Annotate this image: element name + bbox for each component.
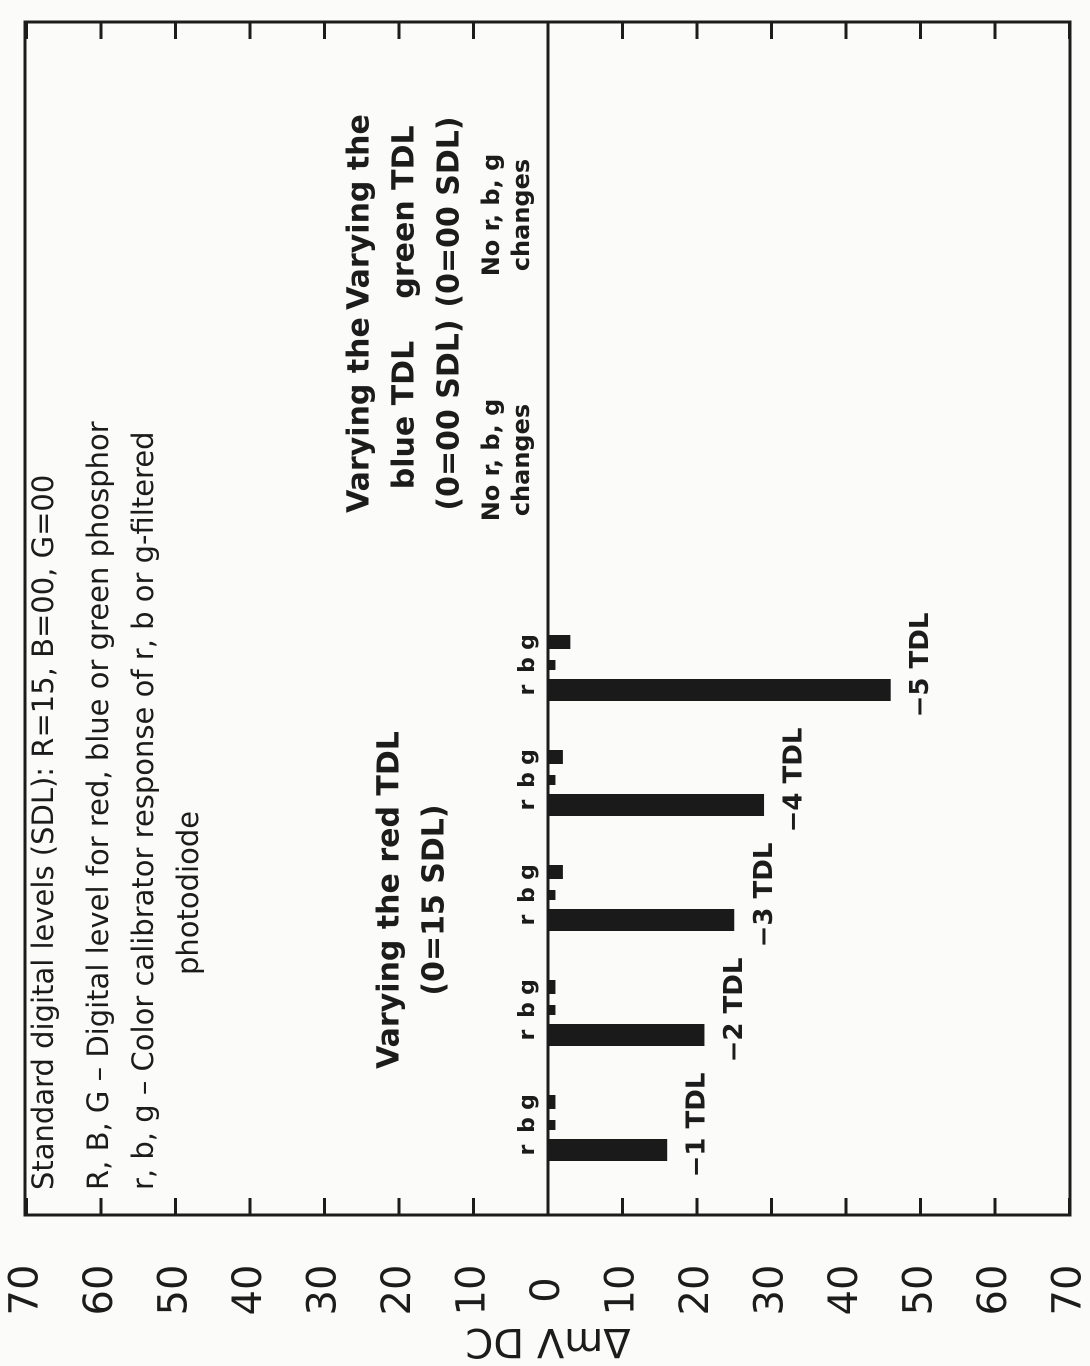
series-label: b <box>515 1002 540 1018</box>
bar <box>548 635 571 649</box>
bar <box>548 679 891 701</box>
category-label: −2 TDL <box>719 958 749 1063</box>
annotation: (0=00 SDL) <box>432 116 467 307</box>
y-tick-label: 40 <box>821 1265 867 1316</box>
bar <box>548 1005 556 1015</box>
y-tick-label: 70 <box>2 1265 48 1316</box>
annotation: green TDL <box>387 125 422 298</box>
axis-label: ΔmV DC <box>465 1319 630 1365</box>
bar <box>548 1095 556 1109</box>
y-tick-label: 40 <box>225 1265 271 1316</box>
y-tick-label: 60 <box>970 1265 1016 1316</box>
y-tick-label: 50 <box>151 1265 197 1316</box>
series-label: r <box>515 1029 540 1040</box>
annotation: changes <box>507 404 535 516</box>
bar <box>548 750 563 764</box>
bar <box>548 909 735 931</box>
series-label: r <box>515 684 540 695</box>
y-tick-label: 20 <box>374 1265 420 1316</box>
series-label: g <box>515 864 540 880</box>
bar <box>548 890 556 900</box>
series-label: b <box>515 887 540 903</box>
annotation: Varying the <box>342 317 377 513</box>
category-label: −3 TDL <box>749 843 779 948</box>
series-label: g <box>515 749 540 765</box>
y-tick-label: 60 <box>76 1265 122 1316</box>
y-tick-label: 0 <box>523 1277 569 1302</box>
series-label: g <box>515 634 540 650</box>
legend-text: photodiode <box>171 811 205 975</box>
series-label: g <box>515 979 540 995</box>
y-tick-label: 20 <box>672 1265 718 1316</box>
y-tick-label: 70 <box>1045 1265 1090 1316</box>
annotation: No r, b, g <box>477 399 505 522</box>
bar <box>548 980 556 994</box>
series-label: b <box>515 1117 540 1133</box>
series-label: r <box>515 914 540 925</box>
legend-text: Standard digital levels (SDL): R=15, B=0… <box>26 475 60 1190</box>
category-label: −1 TDL <box>682 1073 712 1178</box>
legend-text: R, B, G – Digital level for red, blue or… <box>81 421 115 1190</box>
category-label: −5 TDL <box>905 613 935 718</box>
legend-text: r, b, g – Color calibrator response of r… <box>126 431 160 1190</box>
annotation: No r, b, g <box>477 154 505 277</box>
bar <box>548 1024 705 1046</box>
series-label: g <box>515 1094 540 1110</box>
annotation: blue TDL <box>387 341 422 489</box>
annotation: (0=00 SDL) <box>432 319 467 510</box>
bar <box>548 1120 556 1130</box>
bar <box>548 775 556 785</box>
series-label: r <box>515 1144 540 1155</box>
annotation: (0=15 SDL) <box>417 804 452 995</box>
bar <box>548 1139 668 1161</box>
y-tick-label: 30 <box>747 1265 793 1316</box>
annotation: Varying the <box>342 114 377 310</box>
bar <box>548 865 563 879</box>
y-tick-label: 50 <box>896 1265 942 1316</box>
bar <box>548 660 556 670</box>
series-label: b <box>515 657 540 673</box>
bar <box>548 794 765 816</box>
y-tick-label: 10 <box>449 1265 495 1316</box>
y-tick-label: 30 <box>300 1265 346 1316</box>
annotation: changes <box>507 159 535 271</box>
series-label: b <box>515 772 540 788</box>
category-label: −4 TDL <box>779 728 809 833</box>
y-tick-label: 10 <box>598 1265 644 1316</box>
series-label: r <box>515 799 540 810</box>
annotation: Varying the red TDL <box>372 731 407 1069</box>
